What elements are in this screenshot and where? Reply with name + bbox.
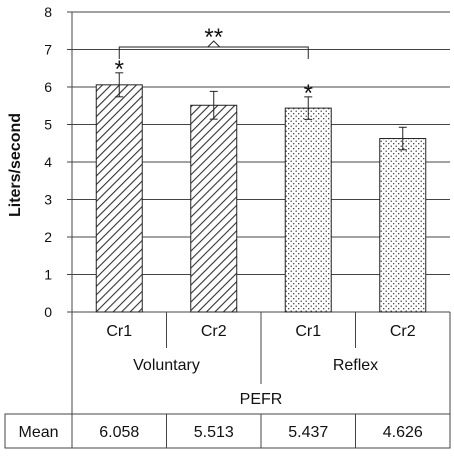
x-tick-label: Cr2 [390,323,416,340]
x-group-title: PEFR [240,391,283,408]
table-cell: 6.058 [99,424,139,441]
table-row-label: Mean [18,424,58,441]
y-tick-label: 0 [44,304,52,320]
data-table [4,413,451,449]
y-axis-label: Liters/second [7,113,24,217]
y-tick-label: 8 [44,4,52,20]
x-tick-label: Cr2 [201,323,227,340]
significance-double-star: ** [204,24,223,51]
significance-bracket [118,46,309,59]
y-tick-label: 1 [44,267,52,283]
y-tick-label: 3 [44,192,52,208]
x-tick-label: Cr1 [295,323,321,340]
y-tick-label: 6 [44,79,52,95]
significance-star: * [115,56,124,83]
x-group-label: Voluntary [133,357,200,374]
x-group-label: Reflex [333,357,378,374]
significance-star: * [304,80,313,107]
bar [190,104,238,313]
y-tick-label: 5 [44,117,52,133]
table-cell: 4.626 [383,424,423,441]
y-tick-label: 4 [44,154,52,170]
bar [284,107,332,313]
significance-bracket-tip [207,40,221,48]
table-cell: 5.437 [288,424,328,441]
y-tick-label: 7 [44,42,52,58]
x-tick-label: Cr1 [106,323,132,340]
y-tick-label: 2 [44,229,52,245]
bar [379,138,427,313]
bar [95,84,143,313]
table-cell: 5.513 [194,424,234,441]
